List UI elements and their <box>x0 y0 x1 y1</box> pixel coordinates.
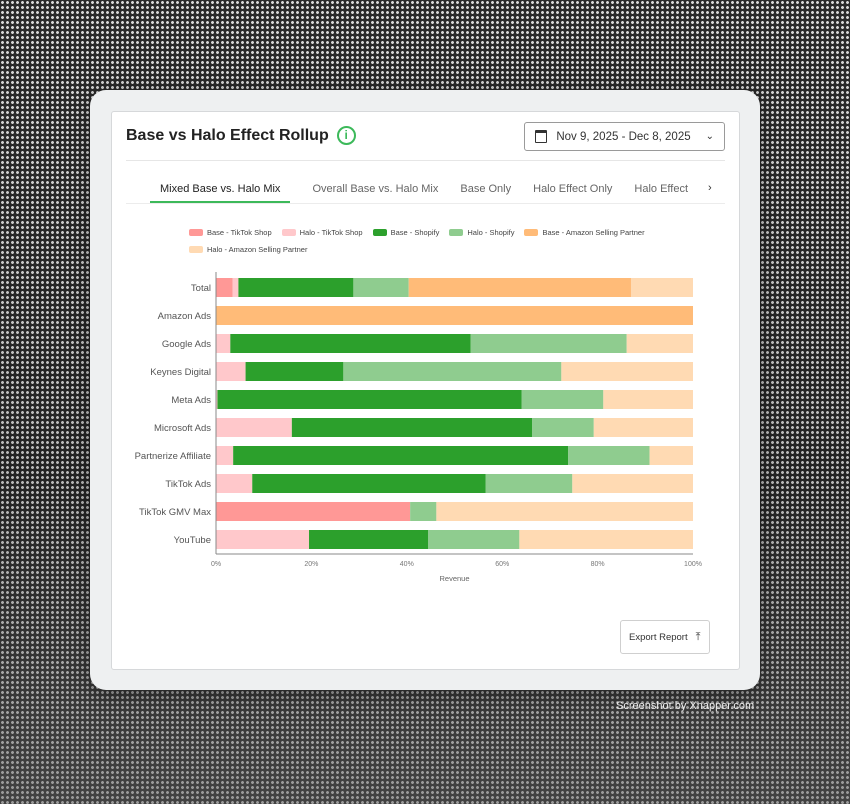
legend-item[interactable]: Halo - TikTok Shop <box>281 228 363 237</box>
tab-base-only[interactable]: Base Only <box>460 183 512 195</box>
bar-segment <box>252 474 486 493</box>
legend-label: Base - Shopify <box>390 228 440 237</box>
bar-segment <box>216 530 310 549</box>
upload-icon: ⤒ <box>695 630 701 643</box>
tab-overall-base-halo[interactable]: Overall Base vs. Halo Mix <box>312 183 439 195</box>
x-tick-label: 20% <box>304 561 318 568</box>
bar-segment <box>216 390 218 409</box>
bar-segment <box>408 278 631 297</box>
tab-mixed-base-halo[interactable]: Mixed Base vs. Halo Mix <box>150 172 291 203</box>
date-range-picker[interactable]: Nov 9, 2025 - Dec 8, 2025 ⌄ <box>524 122 725 151</box>
export-report-button[interactable]: Export Report ⤒ <box>620 620 710 654</box>
watermark: Screenshot by Xnapper.com <box>616 700 755 712</box>
category-label: Total <box>191 283 211 294</box>
tab-bar: Mixed Base vs. Halo Mix Overall Base vs.… <box>126 172 725 204</box>
report-card: Base vs Halo Effect Rollup i Nov 9, 2025… <box>90 90 760 690</box>
category-label: Microsoft Ads <box>154 423 211 434</box>
bar-segment <box>649 446 693 465</box>
bar-segment <box>572 474 693 493</box>
bar-segment <box>532 418 594 437</box>
bar-segment <box>521 390 604 409</box>
bar-segment <box>217 390 522 409</box>
chevron-right-icon[interactable]: › <box>708 182 712 194</box>
bar-segment <box>485 474 573 493</box>
bar-segment <box>216 502 411 521</box>
bar-segment <box>216 278 233 297</box>
bar-segment <box>238 278 354 297</box>
x-tick-label: 0% <box>211 561 221 568</box>
bar-segment <box>232 278 239 297</box>
legend-label: Halo - TikTok Shop <box>299 228 363 237</box>
bar-segment <box>630 278 693 297</box>
bar-segment <box>593 418 693 437</box>
category-label: Google Ads <box>162 339 211 350</box>
bar-segment <box>216 334 231 353</box>
category-label: Partnerize Affiliate <box>135 451 211 462</box>
tab-strip: Mixed Base vs. Halo Mix Overall Base vs.… <box>150 172 690 203</box>
bar-segment <box>568 446 650 465</box>
legend-item[interactable]: Halo - Shopify <box>449 228 514 237</box>
bar-segment <box>309 530 429 549</box>
legend-swatch <box>449 229 464 236</box>
page-title: Base vs Halo Effect Rollup <box>126 126 329 144</box>
bar-segment <box>410 502 437 521</box>
divider <box>126 160 725 161</box>
legend-item[interactable]: Base - TikTok Shop <box>189 228 272 237</box>
stacked-bar-chart: Total Amazon Ads Google Ads Keynes Digital M… <box>135 272 702 583</box>
legend-swatch <box>281 229 296 236</box>
calendar-icon <box>535 130 548 143</box>
bar-segment <box>230 334 471 353</box>
bar-segment <box>216 306 693 325</box>
bar-segment <box>470 334 627 353</box>
bar-segment <box>343 362 562 381</box>
category-label: Amazon Ads <box>158 311 212 322</box>
x-tick-label: 80% <box>591 561 605 568</box>
bar-segment <box>626 334 693 353</box>
legend-item[interactable]: Base - Shopify <box>372 228 440 237</box>
category-label: Keynes Digital <box>150 367 211 378</box>
category-label: YouTube <box>174 535 211 546</box>
bar-segment <box>233 446 569 465</box>
legend-item[interactable]: Halo - Amazon Selling Partner <box>189 245 307 254</box>
date-range-value: Nov 9, 2025 - Dec 8, 2025 <box>556 130 691 143</box>
legend-label: Halo - Amazon Selling Partner <box>207 245 308 254</box>
legend-swatch <box>524 229 539 236</box>
bar-segment <box>216 418 292 437</box>
chart-legend: Base - TikTok Shop Halo - TikTok Shop Ba… <box>189 228 689 254</box>
report-panel: Base vs Halo Effect Rollup i Nov 9, 2025… <box>111 111 740 670</box>
legend-swatch <box>372 229 387 236</box>
bar-segment <box>216 362 246 381</box>
bar-segment <box>291 418 533 437</box>
bar-segment <box>519 530 693 549</box>
x-tick-label: 40% <box>400 561 414 568</box>
x-tick-label: 100% <box>684 561 702 568</box>
export-report-label: Export Report <box>629 631 688 643</box>
title-row: Base vs Halo Effect Rollup i <box>126 126 356 145</box>
tab-halo-effect-only[interactable]: Halo Effect Only <box>533 183 613 195</box>
tab-halo-effect-breakdown[interactable]: Halo Effect Breakdown <box>634 183 690 195</box>
category-label: TikTok Ads <box>165 479 211 490</box>
category-label: TikTok GMV Max <box>139 507 211 518</box>
x-axis-title: Revenue <box>439 574 469 583</box>
bar-segment <box>436 502 693 521</box>
bar-segment <box>216 474 253 493</box>
bar-segment <box>561 362 693 381</box>
bar-segment <box>353 278 409 297</box>
chevron-down-icon: ⌄ <box>705 130 714 142</box>
info-icon[interactable]: i <box>336 126 356 145</box>
bar-segment <box>603 390 693 409</box>
legend-label: Base - TikTok Shop <box>207 228 272 237</box>
legend-swatch <box>189 229 203 236</box>
legend-label: Base - Amazon Selling Partner <box>542 228 645 237</box>
legend-label: Halo - Shopify <box>467 228 515 237</box>
x-tick-label: 60% <box>495 561 509 568</box>
bar-segment <box>428 530 520 549</box>
legend-item[interactable]: Base - Amazon Selling Partner <box>524 228 645 237</box>
bar-segment <box>216 446 234 465</box>
legend-swatch <box>189 246 203 253</box>
bar-segment <box>245 362 344 381</box>
category-label: Meta Ads <box>171 395 211 406</box>
